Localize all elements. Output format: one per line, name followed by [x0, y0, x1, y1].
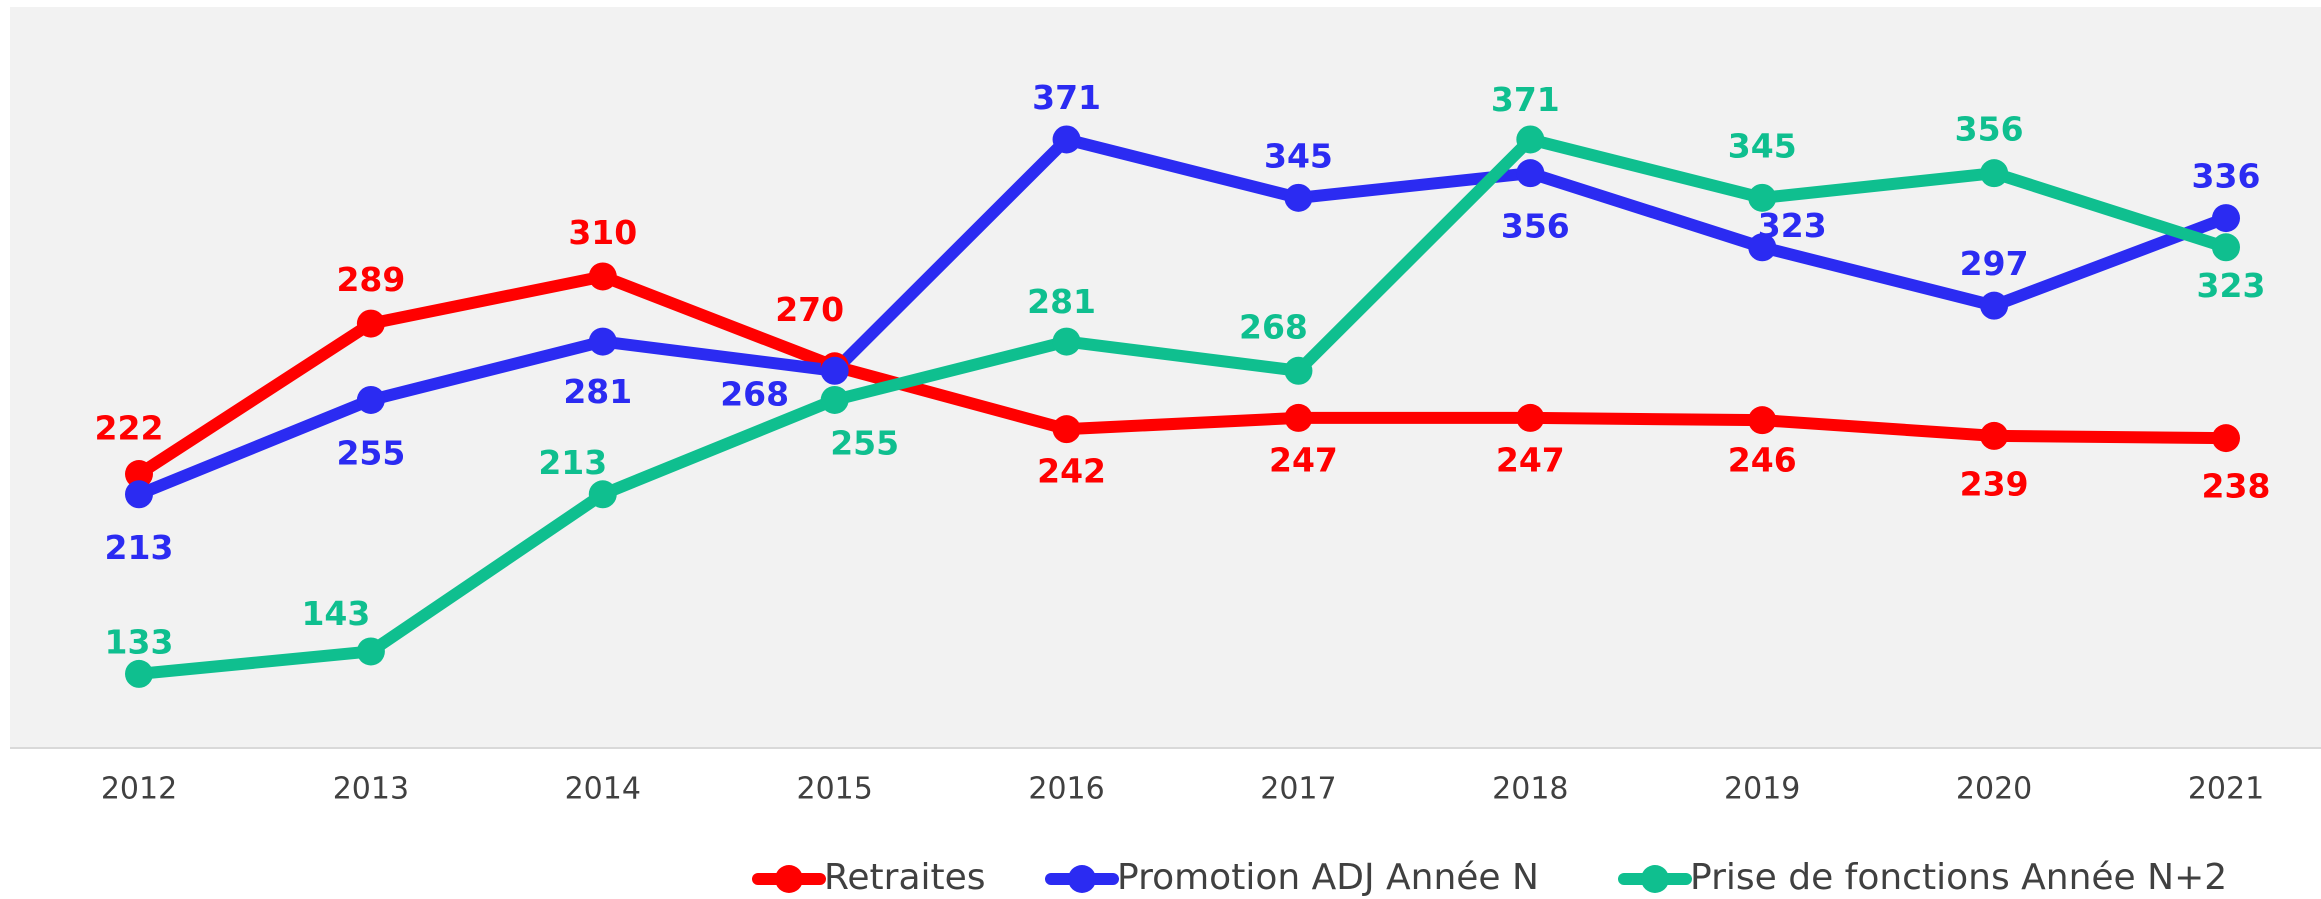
data-label: 268: [720, 374, 789, 413]
legend-label: Promotion ADJ Année N: [1117, 857, 1539, 898]
point: [1052, 125, 1081, 154]
point: [1284, 403, 1313, 432]
point: [1748, 183, 1777, 212]
point: [1284, 183, 1313, 212]
x-tick-label: 2014: [565, 772, 641, 807]
point: [820, 385, 849, 414]
point: [1748, 406, 1777, 435]
data-label: 371: [1491, 80, 1560, 119]
data-label: 323: [2197, 266, 2266, 305]
x-tick-label: 2013: [333, 772, 409, 807]
data-label: 222: [95, 409, 164, 448]
legend-swatch-dot: [775, 865, 803, 893]
point: [125, 659, 153, 688]
data-label: 345: [1728, 126, 1797, 165]
data-label: 213: [538, 443, 607, 482]
point: [588, 480, 617, 509]
point: [1980, 421, 2009, 450]
data-label: 345: [1264, 136, 1333, 175]
data-label: 255: [830, 423, 899, 462]
series-line: [133, 270, 2232, 481]
point: [1516, 159, 1545, 188]
point: [1980, 159, 2009, 188]
data-label: 323: [1758, 206, 1827, 245]
series-line: [133, 133, 2232, 680]
point: [356, 309, 385, 338]
data-label: 289: [336, 260, 405, 299]
data-label: 239: [1960, 464, 2029, 503]
point: [1748, 233, 1777, 262]
data-label: 268: [1239, 307, 1308, 346]
data-label: 133: [105, 622, 174, 661]
legend-label: Retraites: [824, 857, 986, 898]
series-line: [133, 133, 2232, 501]
data-label: 371: [1032, 78, 1101, 117]
data-label: 336: [2192, 157, 2261, 196]
plot-background: [10, 7, 2321, 748]
data-label: 247: [1496, 440, 1565, 479]
data-label: 297: [1960, 244, 2029, 283]
point: [1516, 403, 1545, 432]
x-tick-label: 2018: [1492, 772, 1568, 807]
point: [2212, 204, 2240, 233]
point: [1980, 291, 2009, 320]
point: [1516, 125, 1545, 154]
data-label: 310: [568, 213, 637, 252]
point: [125, 460, 153, 489]
data-label: 143: [301, 594, 370, 633]
legend-swatch-dot: [1068, 865, 1096, 893]
point: [356, 385, 385, 414]
x-tick-label: 2019: [1724, 772, 1800, 807]
x-tick-label: 2021: [2188, 772, 2264, 807]
data-label: 242: [1037, 452, 1106, 491]
legend-swatch-dot: [1641, 865, 1669, 893]
data-label: 238: [2202, 467, 2271, 506]
data-label: 356: [1955, 110, 2024, 149]
data-label: 281: [1027, 282, 1096, 321]
point: [1052, 327, 1081, 356]
data-label: 356: [1501, 207, 1570, 246]
point: [820, 356, 849, 385]
data-label: 246: [1728, 441, 1797, 480]
x-tick-label: 2017: [1260, 772, 1336, 807]
data-label: 281: [563, 372, 632, 411]
point: [2212, 424, 2240, 453]
point: [356, 637, 385, 666]
legend-label: Prise de fonctions Année N+2: [1690, 857, 2227, 898]
point: [1284, 356, 1313, 385]
data-label: 247: [1269, 440, 1338, 479]
point: [588, 262, 617, 291]
point: [125, 480, 153, 509]
data-label: 213: [105, 528, 174, 567]
point: [588, 327, 617, 356]
x-tick-label: 2012: [101, 772, 177, 807]
data-label: 270: [775, 290, 844, 329]
point: [1052, 415, 1081, 444]
x-tick-label: 2016: [1028, 772, 1104, 807]
x-tick-label: 2015: [796, 772, 872, 807]
x-tick-label: 2020: [1956, 772, 2032, 807]
data-label: 255: [336, 433, 405, 472]
point: [2212, 233, 2240, 262]
